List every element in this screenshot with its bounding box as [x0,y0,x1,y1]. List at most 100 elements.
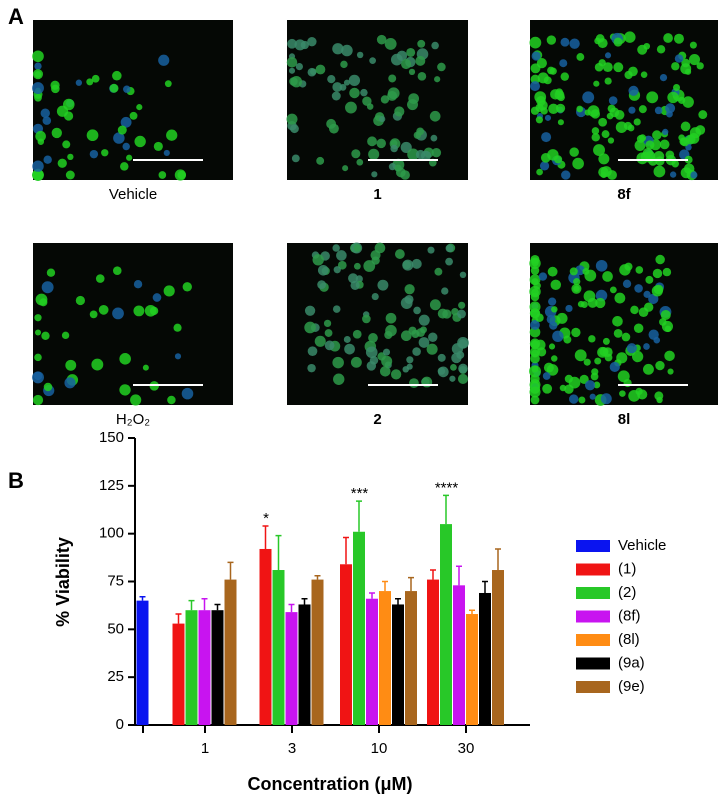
cell [531,51,541,61]
cell [669,171,677,178]
cell [35,293,48,306]
cell [530,395,540,405]
cell [607,104,616,113]
x-axis-title: Concentration (μM) [248,774,413,794]
cell [680,137,690,147]
error-bar [175,613,182,624]
cell [380,95,390,104]
cell [643,363,654,375]
cell [133,280,143,289]
cell [91,358,104,371]
legend-swatch [576,540,610,552]
cell [645,140,655,150]
bar [466,614,478,725]
cell [690,171,698,179]
cell [530,320,540,330]
cell [599,347,609,357]
cell [445,257,453,266]
cell [530,292,540,302]
cell [417,39,426,48]
cell [407,148,420,161]
cell [152,293,162,302]
cell [598,153,610,165]
cell [402,259,414,271]
cell [449,375,456,382]
cell [561,170,571,180]
cell [602,337,610,345]
cell [86,129,99,142]
error-bar [288,603,295,613]
cell [564,384,574,394]
y-tick-label: 125 [99,477,124,494]
cell [457,309,466,319]
cell [339,84,347,91]
cell [543,362,554,373]
cell [394,249,405,259]
cell [411,258,422,269]
cell [371,293,379,301]
cell [351,149,361,159]
cell [332,43,344,55]
cell [173,323,182,332]
cell [343,79,350,86]
cell [674,54,684,63]
cell [450,363,457,371]
cell [356,51,364,59]
bar [405,591,417,725]
cell [595,259,608,272]
cell [133,305,145,317]
error-bar [469,609,475,615]
cell [46,268,56,277]
legend-swatch [576,681,610,693]
cell [654,106,663,115]
legend-label: (9a) [618,654,645,671]
cell [390,369,402,380]
cell [643,343,650,350]
cell [34,329,42,336]
error-bar [369,592,375,599]
cell [458,339,468,349]
cell [577,300,585,308]
cell [628,106,636,114]
cell [533,282,541,290]
cell [593,144,605,157]
cell [350,356,362,368]
bar [440,524,452,725]
cell [158,54,170,66]
cell [75,295,86,306]
cell [390,144,398,153]
cell [343,335,351,343]
cell [328,123,339,134]
cell [33,371,43,381]
cell [569,147,579,157]
cell [369,57,376,64]
cell [550,355,558,362]
cell [680,121,691,132]
legend-label: (8l) [618,631,640,648]
cell [624,70,633,80]
cell [437,353,446,362]
cell [377,279,389,291]
x-tick-label: 1 [201,740,209,757]
cell [119,353,131,365]
cell [164,80,172,88]
cell [659,139,670,150]
cell [360,88,368,97]
cell [174,353,182,360]
cell [34,171,42,179]
cell [550,89,561,100]
cell [571,283,582,294]
cell [698,110,708,120]
cell [578,396,586,404]
error-bar [227,561,234,580]
cell [134,135,146,148]
cell [662,128,669,136]
cell [655,156,665,166]
cell [429,299,441,311]
cell [371,256,380,265]
cell [291,154,300,163]
cell [385,312,397,324]
bar [272,570,285,725]
error-bar [482,580,488,593]
